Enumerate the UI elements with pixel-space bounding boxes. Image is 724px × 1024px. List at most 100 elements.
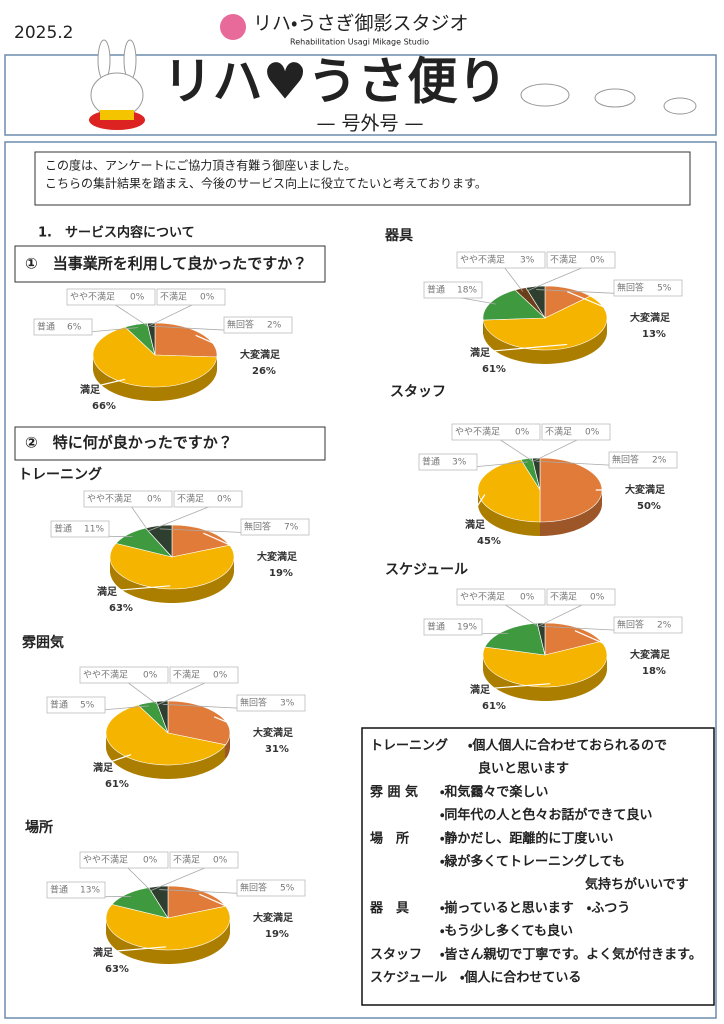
label-box <box>608 451 678 469</box>
label-box <box>33 318 93 336</box>
label-box <box>418 453 478 471</box>
category-label: 満足 <box>465 518 486 531</box>
value-label: 6% <box>67 323 82 333</box>
comment-text: ・同年代の人と色々お話ができて良い <box>440 807 652 823</box>
leader-line <box>503 603 539 627</box>
comment-label: 場 所 <box>370 830 409 846</box>
label-box <box>423 281 483 299</box>
category-label: 満足 <box>80 383 101 396</box>
comment-text: ・個人に合わせている <box>460 970 581 986</box>
value-label: 0% <box>590 593 605 603</box>
value-label: 63% <box>105 964 129 975</box>
value-label: 0% <box>143 856 158 866</box>
leader-line <box>199 893 254 919</box>
category-label: 無回答 <box>612 454 639 466</box>
value-label: 0% <box>217 495 232 505</box>
category-label: 不満足 <box>173 670 200 681</box>
label-box <box>613 616 683 634</box>
category-label: 無回答 <box>240 882 267 894</box>
category-label: 大変満足 <box>257 550 298 563</box>
slice <box>155 700 169 734</box>
value-label: 26% <box>252 366 276 377</box>
leader-line <box>213 716 254 734</box>
pie-chart <box>109 524 235 603</box>
studio-name: リハ・うさぎ御影スタジオ <box>253 13 468 35</box>
chart-title: トレーニング <box>18 466 102 483</box>
category-label: 無回答 <box>240 697 267 709</box>
label-box <box>173 490 243 508</box>
leader-line <box>113 303 149 327</box>
studio-name-en: Rehabilitation Usagi Mikage Studio <box>290 38 429 47</box>
value-label: 63% <box>109 603 133 614</box>
slice <box>105 704 227 766</box>
category-label: 満足 <box>97 585 118 598</box>
category-label: 大変満足 <box>625 483 666 496</box>
category-label: 満足 <box>93 761 114 774</box>
label-box <box>546 588 616 606</box>
value-label: 18% <box>642 666 666 677</box>
running-rabbits <box>520 83 697 115</box>
leader-line <box>469 343 568 354</box>
category-label: 大変満足 <box>240 348 281 361</box>
leader-line <box>574 630 631 656</box>
category-label: 大変満足 <box>253 726 294 739</box>
category-label: 普通 <box>37 321 55 333</box>
value-label: 31% <box>265 744 289 755</box>
value-label: 0% <box>515 428 530 438</box>
category-label: やや不満足 <box>455 427 500 438</box>
leader-line <box>147 303 195 327</box>
leader-line <box>498 438 534 462</box>
value-label: 11% <box>84 525 104 535</box>
label-box <box>240 518 310 536</box>
label-box <box>456 588 546 606</box>
label-box <box>83 490 173 508</box>
category-label: 普通 <box>427 284 445 296</box>
comment-label: スタッフ <box>370 947 422 962</box>
pie-chart <box>105 885 231 964</box>
value-label: 0% <box>213 856 228 866</box>
value-label: 13% <box>642 329 666 340</box>
label-box <box>541 423 611 441</box>
chart-title: 雰囲気 <box>22 634 64 651</box>
label-box <box>156 288 226 306</box>
category-label: 不満足 <box>550 255 577 266</box>
leader-line <box>566 291 631 319</box>
leader-line <box>195 334 241 356</box>
slice <box>105 904 231 951</box>
leader-line <box>79 378 126 391</box>
label-box <box>456 251 546 269</box>
category-label: 無回答 <box>617 282 644 294</box>
value-label: 61% <box>105 779 129 790</box>
value-label: 3% <box>280 699 295 709</box>
category-label: 不満足 <box>545 427 572 438</box>
value-label: 0% <box>147 495 162 505</box>
label-box <box>546 251 616 269</box>
label-box <box>66 288 156 306</box>
label-box <box>223 316 293 334</box>
slice <box>148 885 169 920</box>
leader-line <box>92 754 132 769</box>
label-box <box>169 851 239 869</box>
value-label: 5% <box>657 284 672 294</box>
comment-text: ・静かだし、距離的に丁度いい <box>440 830 613 846</box>
value-label: 66% <box>92 401 116 412</box>
comment-text: ・もう少し多くても良い <box>440 923 573 939</box>
label-box <box>236 694 306 712</box>
comment-label: スケジュール <box>370 971 447 986</box>
comment-text: 気持ちがいいです <box>585 877 689 893</box>
question-box <box>14 426 326 461</box>
comment-text: ・揃っていると思います ・ふつう <box>440 900 630 916</box>
slice <box>482 295 608 351</box>
leader-line <box>126 866 152 891</box>
category-label: 満足 <box>470 683 491 696</box>
label-box <box>46 881 106 899</box>
comment-text: ・緑が多くてトレーニングしても <box>440 854 625 870</box>
leader-line <box>203 532 258 558</box>
slice <box>167 700 231 746</box>
category-label: やや不満足 <box>83 855 128 866</box>
comment-label: 雰 囲 気 <box>370 784 418 800</box>
comment-label: 器 具 <box>369 901 409 916</box>
label-box <box>50 520 110 538</box>
question: ② 特に何が良かったですか？ <box>25 434 233 452</box>
value-label: 3% <box>452 458 467 468</box>
